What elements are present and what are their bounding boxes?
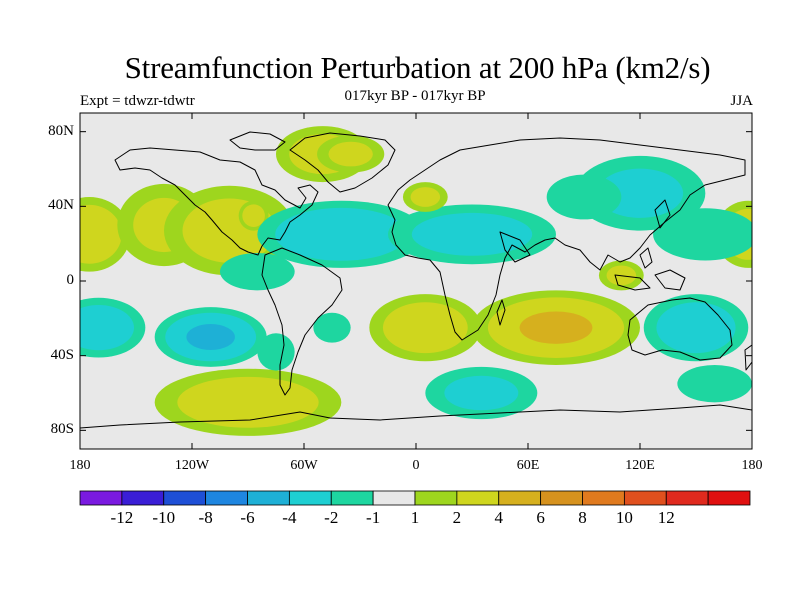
y-tick-label: 80N — [48, 122, 74, 139]
y-tick-label: 80S — [50, 421, 74, 438]
map-subtitle: 017kyr BP - 017kyr BP — [344, 88, 486, 104]
colorbar-label: -1 — [366, 508, 381, 527]
axis-ticks — [79, 113, 753, 449]
contour-region — [242, 204, 265, 227]
contour-region — [80, 204, 122, 264]
x-tick-label: 180 — [69, 458, 91, 473]
contour-region — [411, 212, 533, 256]
colorbar-label: 2 — [452, 508, 462, 527]
colorbar-label: 8 — [578, 508, 587, 527]
contour-region — [313, 312, 351, 343]
x-tick-label: 120W — [174, 458, 210, 473]
contour-region — [653, 208, 752, 261]
map-title: Streamfunction Perturbation at 200 hPa (… — [124, 50, 711, 85]
contour-region — [80, 305, 134, 351]
contour-region — [677, 365, 752, 403]
coastline-new-zealand — [744, 344, 752, 371]
x-tick-label: 120E — [625, 458, 655, 473]
x-tick-label: 60E — [516, 458, 540, 473]
colorbar-label: -12 — [110, 508, 134, 527]
coastline-greenland — [289, 132, 396, 193]
y-tick-label: 40S — [50, 346, 74, 363]
colorbar-label: -4 — [282, 508, 297, 527]
contour-region — [328, 141, 373, 167]
x-tick-label: 180 — [741, 458, 763, 473]
x-tick-label: 60W — [290, 458, 318, 473]
contour-region — [220, 252, 295, 291]
coastline-maritime — [614, 247, 686, 291]
colorbar-label: 12 — [657, 508, 675, 527]
y-tick-label: 0 — [66, 272, 75, 288]
contour-region — [186, 324, 235, 350]
streamfunction-field — [80, 126, 752, 436]
colorbar-label: -10 — [152, 508, 176, 527]
coastline-madagascar — [496, 299, 506, 326]
colorbar-label: -6 — [240, 508, 255, 527]
colorbar-label: -2 — [324, 508, 339, 527]
coastline-arctic-islands — [229, 131, 286, 151]
coastline-eurasia-africa — [387, 137, 746, 341]
colorbar-label: -8 — [198, 508, 213, 527]
coastline-north-america — [114, 147, 319, 256]
contour-region — [546, 174, 622, 220]
experiment-label: Expt = tdwzr-tdwtr — [80, 93, 195, 109]
contour-region — [410, 187, 441, 207]
season-label: JJA — [730, 93, 753, 109]
colorbar-label: 6 — [536, 508, 545, 527]
coastline-arabia — [499, 231, 531, 263]
contour-region — [257, 333, 295, 371]
x-tick-label: 0 — [412, 458, 420, 473]
coastline-australia — [627, 297, 733, 361]
colorbar-label: 1 — [410, 508, 420, 527]
contour-region — [382, 302, 468, 354]
colorbar-label: 10 — [615, 508, 633, 527]
coastline-antarctica — [80, 404, 752, 429]
contour-region — [656, 302, 736, 354]
contour-region — [275, 207, 408, 261]
coastlines — [80, 131, 752, 429]
contour-region — [519, 311, 593, 344]
colorbar-label: 4 — [494, 508, 504, 527]
coastline-south-america — [261, 247, 343, 396]
contour-region — [444, 375, 519, 411]
coastline-japan — [654, 199, 671, 229]
y-tick-label: 40N — [48, 197, 74, 214]
